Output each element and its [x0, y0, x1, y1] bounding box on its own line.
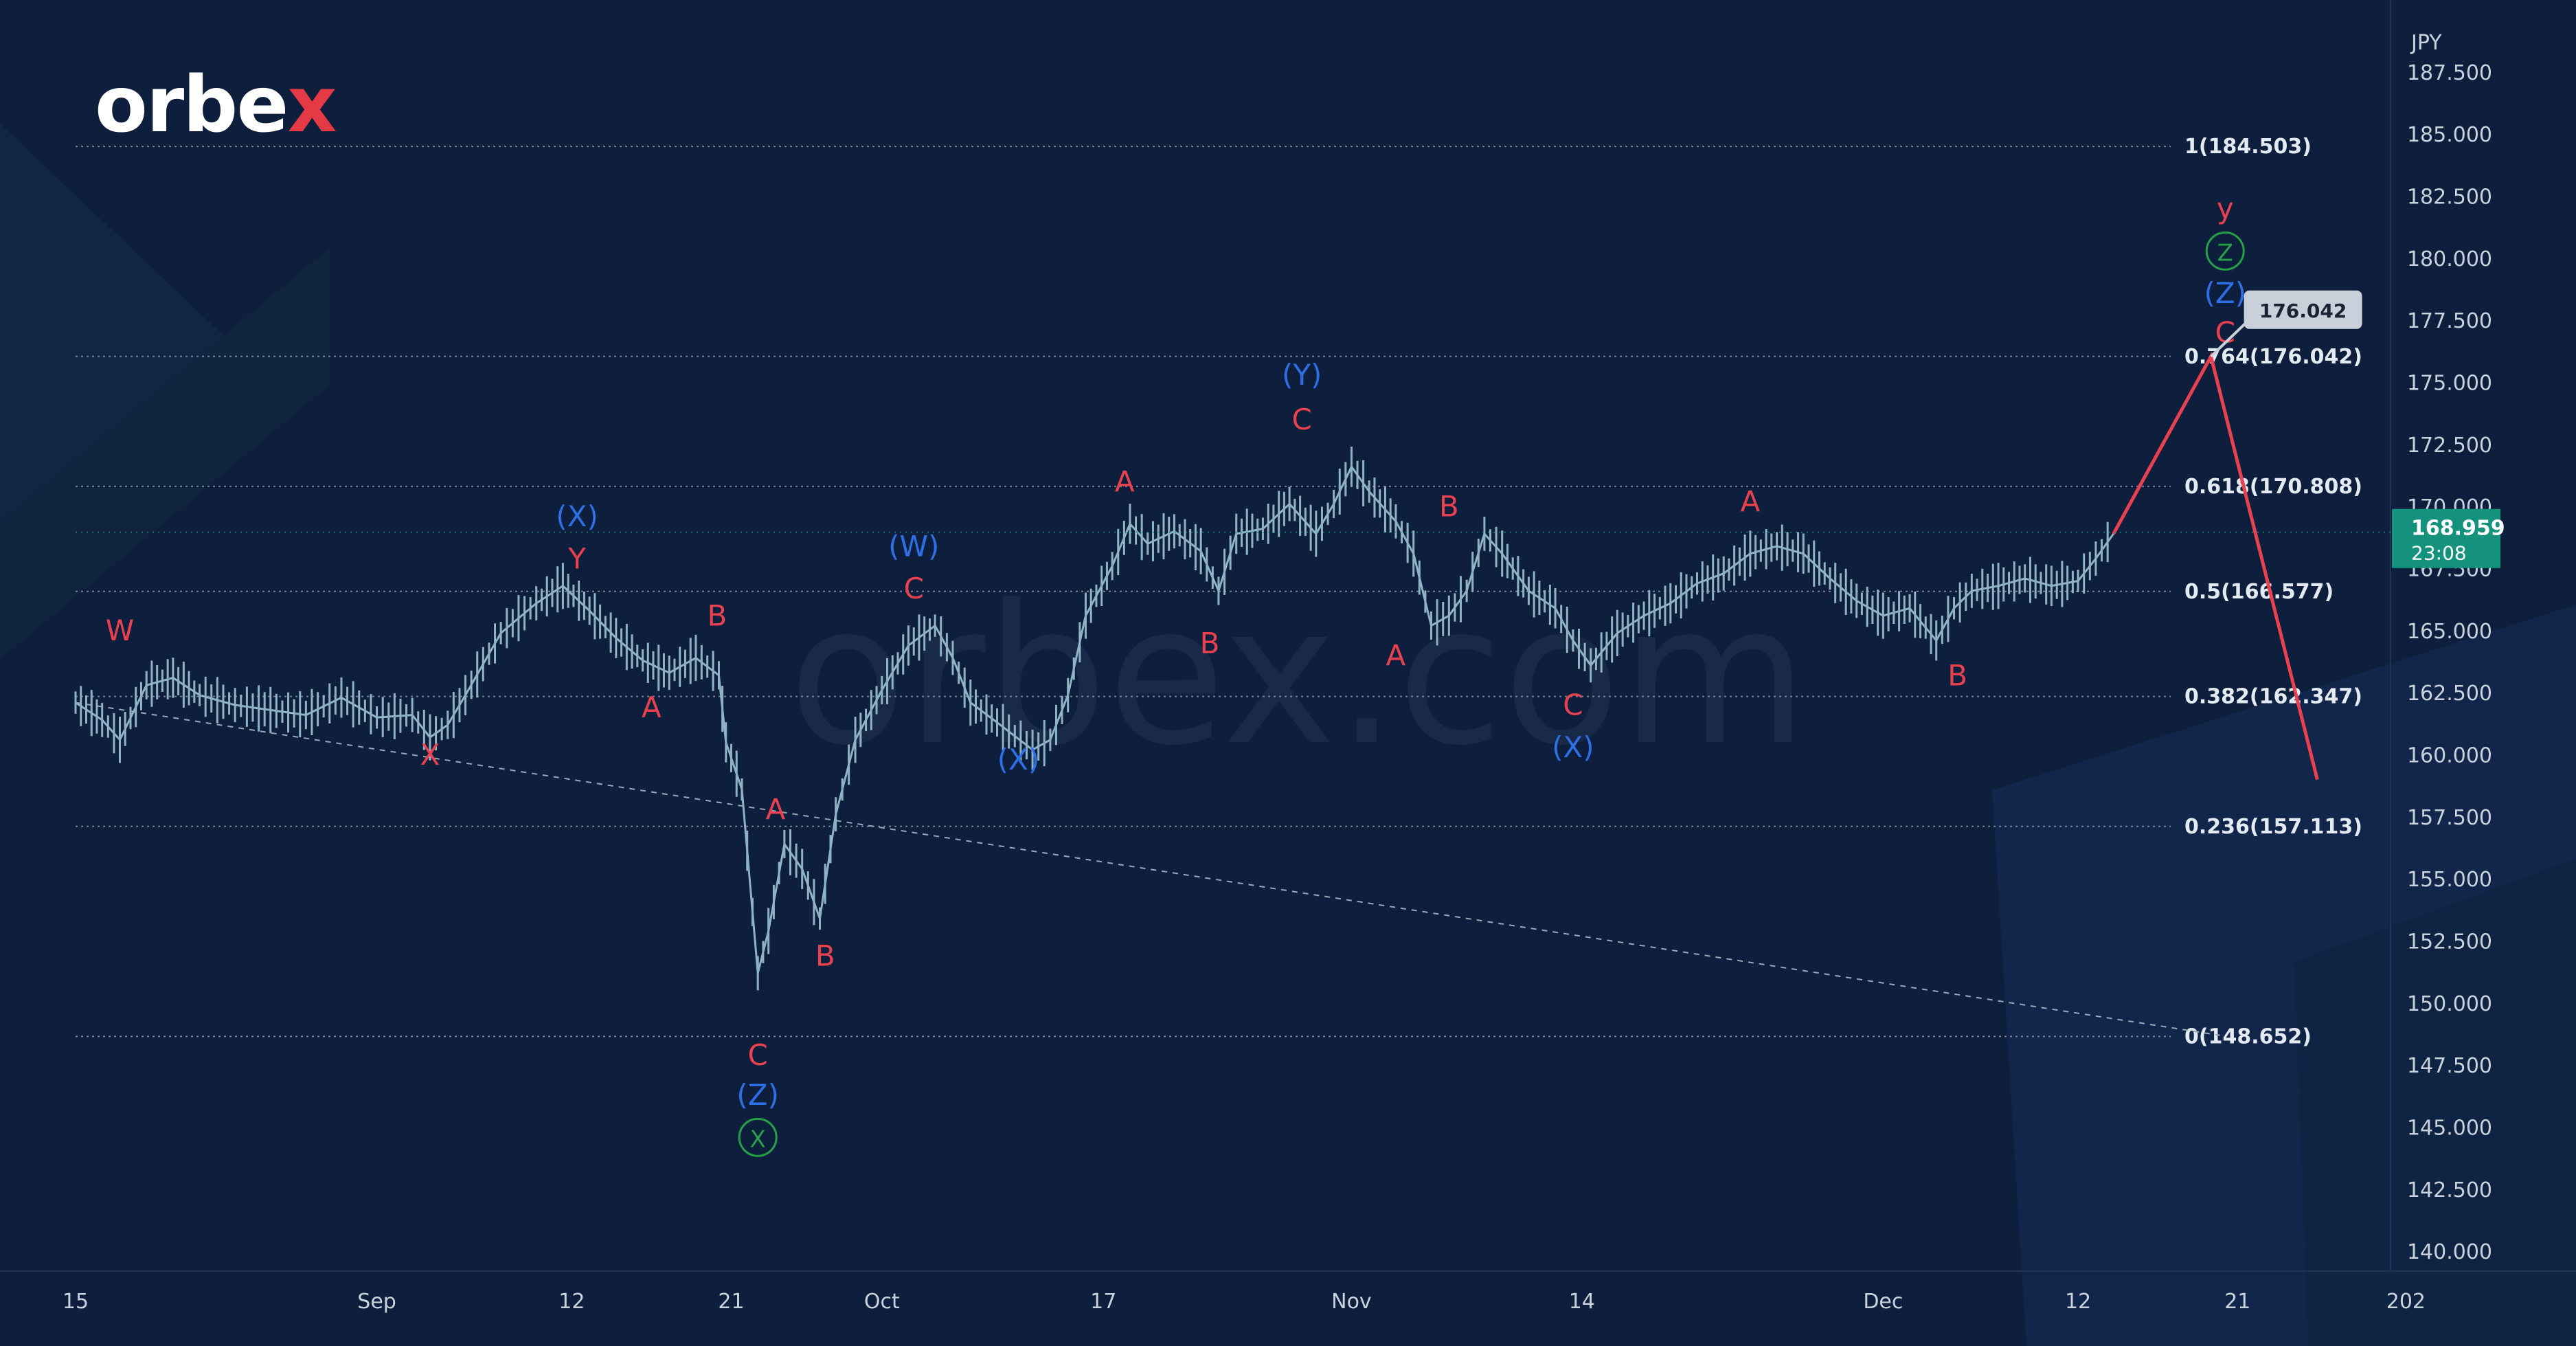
y-tick-label: 160.000: [2407, 743, 2492, 767]
x-tick-label: 12: [2065, 1290, 2091, 1314]
wave-label: (X): [556, 500, 598, 533]
y-tick-label: 162.500: [2407, 682, 2492, 706]
wave-label: y: [2217, 192, 2234, 225]
bg-shape-right-2: [2294, 859, 2576, 1346]
wave-label: B: [815, 939, 835, 973]
x-axis: 15 Sep 12 21 Oct 17 Nov 14 Dec 12 21 202: [63, 1290, 2426, 1314]
callout-value: 176.042: [2259, 300, 2347, 322]
wave-label: B: [1947, 658, 1967, 692]
y-tick-label: 147.500: [2407, 1054, 2492, 1078]
y-tick-label: 150.000: [2407, 992, 2492, 1016]
x-tick-label: 15: [63, 1290, 89, 1314]
background-decoration: [0, 124, 2576, 1346]
wave-label: A: [1386, 638, 1406, 672]
wave-label: Y: [567, 541, 586, 575]
wave-label: W: [106, 614, 135, 647]
x-tick-label: 12: [558, 1290, 585, 1314]
x-tick-label: 21: [2224, 1290, 2250, 1314]
wave-label: (W): [888, 529, 939, 563]
y-tick-label: 145.000: [2407, 1116, 2492, 1140]
logo-x: x: [287, 60, 337, 150]
current-price-value: 168.959: [2411, 517, 2505, 541]
x-tick-label: 21: [718, 1290, 744, 1314]
wave-label-circle: [2205, 231, 2245, 271]
x-tick-label: 202: [2386, 1290, 2426, 1314]
y-tick-label: 157.500: [2407, 806, 2492, 830]
wave-label: Z: [2217, 239, 2233, 267]
y-tick-label: 172.500: [2407, 434, 2492, 458]
wave-label: C: [904, 572, 924, 605]
wave-label: A: [766, 792, 786, 826]
current-price-timer: 23:08: [2411, 542, 2467, 565]
wave-label: A: [1115, 464, 1135, 498]
wave-label: B: [1200, 626, 1220, 660]
wave-label: (X): [1552, 730, 1594, 764]
fibonacci-levels: 1(184.503)0.764(176.042)0.618(170.808)0.…: [76, 135, 2362, 1048]
wave-label-circle: [738, 1117, 778, 1157]
price-series: [74, 447, 2114, 991]
wave-label: C: [1292, 403, 1312, 436]
wave-label: X: [420, 738, 440, 772]
y-tick-label: 152.500: [2407, 930, 2492, 954]
fib-level-label: 0(148.652): [2184, 1024, 2312, 1048]
wave-label: (Z): [2204, 276, 2246, 310]
y-axis: 187.500 185.000 182.500 180.000 177.500 175.0…: [2407, 61, 2492, 1264]
bg-shape-left-2: [0, 247, 330, 660]
wave-label: X: [750, 1125, 766, 1153]
logo-text: orbe: [95, 60, 289, 150]
y-tick-label: 177.500: [2407, 309, 2492, 333]
wave-label: B: [707, 599, 727, 633]
y-tick-label: 180.000: [2407, 247, 2492, 271]
y-tick-label: 175.000: [2407, 371, 2492, 395]
y-tick-label: 165.000: [2407, 620, 2492, 644]
y-tick-label: 155.000: [2407, 868, 2492, 892]
wave-label: (Z): [736, 1078, 779, 1112]
orbex-logo: orbex: [95, 60, 337, 150]
fib-level-label: 1(184.503): [2184, 135, 2312, 159]
fib-level-label: 0.382(162.347): [2184, 685, 2362, 709]
callout-pointer: [2210, 321, 2248, 358]
target-callout: 176.042: [2210, 290, 2362, 358]
wave-label: C: [1563, 688, 1583, 722]
callout-box: [2244, 290, 2362, 329]
wave-label: (X): [997, 743, 1040, 776]
wave-label: C: [748, 1038, 768, 1072]
x-tick-label: Oct: [864, 1290, 900, 1314]
wave-label: (Y): [1282, 358, 1322, 392]
wave-label: A: [1741, 484, 1761, 518]
x-tick-label: Sep: [357, 1290, 396, 1314]
fib-level-label: 0.5(166.577): [2184, 580, 2334, 604]
fib-level-label: 0.236(157.113): [2184, 815, 2362, 839]
x-tick-label: Nov: [1331, 1290, 1372, 1314]
x-tick-label: Dec: [1863, 1290, 1903, 1314]
wave-label: B: [1439, 490, 1459, 524]
current-price-box: [2392, 508, 2500, 568]
x-tick-label: 14: [1569, 1290, 1595, 1314]
y-tick-label: 185.000: [2407, 123, 2492, 147]
y-tick-label: 140.000: [2407, 1240, 2492, 1264]
y-tick-label: 182.500: [2407, 185, 2492, 209]
y-tick-label: 187.500: [2407, 61, 2492, 85]
x-tick-label: 17: [1090, 1290, 1116, 1314]
y-tick-label: 142.500: [2407, 1178, 2492, 1202]
wave-label: A: [642, 691, 662, 724]
wave-labels: W X (X) Y A B A B C (Z) X (W) C (X) A B (Y) C A B C (X) A ByZ (Z…: [106, 192, 2246, 1157]
fib-level-label: 0.618(170.808): [2184, 475, 2362, 499]
y-axis-unit: JPY: [2410, 31, 2442, 55]
